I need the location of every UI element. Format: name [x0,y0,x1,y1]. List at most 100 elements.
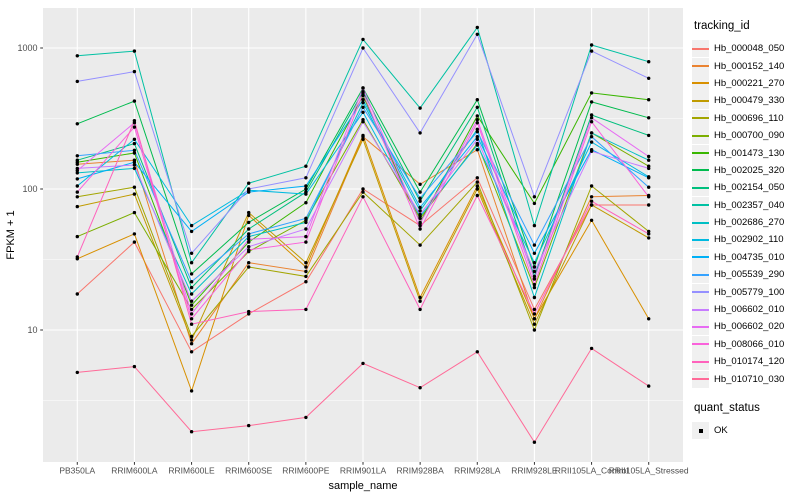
legend-key-swatch [692,353,709,371]
legend-item-Hb_005779_100: Hb_005779_100 [692,283,798,301]
x-axis-title: sample_name [328,480,397,492]
legend-key-line [692,273,709,276]
legend-item-Hb_000048_050: Hb_000048_050 [692,40,798,58]
legend-key-swatch [692,179,709,197]
y-tick-label: 10 [27,325,37,335]
y-axis: 1000 100 10 FPKM + 1 [5,43,43,335]
legend-key-swatch [692,196,709,214]
legend-item-label: Hb_006602_020 [714,321,785,333]
legend-key-swatch [692,57,709,75]
x-tick-label: RRIM928LA [454,466,501,476]
legend-key-line [692,65,709,68]
legend-key-swatch [692,92,709,110]
legend-item-Hb_000221_270: Hb_000221_270 [692,74,798,92]
legend-items-tracking-id: Hb_000048_050 Hb_000152_140 Hb_000221_270 H… [692,40,798,388]
legend-key-line [692,256,709,259]
legend-item-Hb_004735_010: Hb_004735_010 [692,248,798,266]
legend-item-Hb_000700_090: Hb_000700_090 [692,127,798,145]
legend-item-label: Hb_000048_050 [714,43,785,55]
legend-key-line [692,47,709,50]
legend-items-quant-status: OK [692,422,798,439]
legend-key-swatch [692,266,709,284]
legend-key-line [692,221,709,224]
legend-key-line [692,169,709,172]
legend-item-label: Hb_005779_100 [714,286,785,298]
legend-item-label: Hb_010174_120 [714,356,785,368]
y-axis-title: FPKM + 1 [5,210,17,259]
legend-panel: tracking_id Hb_000048_050 Hb_000152_140 Hb… [692,20,798,439]
legend-item-label: Hb_000221_270 [714,77,785,89]
legend-key-swatch [692,335,709,353]
legend-item-label: Hb_008066_010 [714,338,785,350]
data-points [75,25,651,444]
legend-key-line [692,308,709,311]
legend-item-label: Hb_010710_030 [714,373,785,385]
legend-item-Hb_002357_040: Hb_002357_040 [692,196,798,214]
legend-item-label: Hb_002902_110 [714,234,784,246]
legend-key-line [692,378,709,381]
legend-key-line [692,325,709,328]
legend-key-swatch [692,109,709,127]
legend-key-swatch [692,283,709,301]
y-tick-label: 1000 [17,43,37,53]
legend-item-Hb_002025_320: Hb_002025_320 [692,161,798,179]
x-tick-label: RRIM600PE [282,466,330,476]
legend-title-tracking-id: tracking_id [694,20,750,32]
legend-key-line [692,238,709,241]
legend-key-line [692,291,709,294]
legend-item-Hb_010174_120: Hb_010174_120 [692,353,798,371]
legend-key-line [692,204,709,207]
legend-item-Hb_002686_270: Hb_002686_270 [692,214,798,232]
legend-item-Hb_000479_330: Hb_000479_330 [692,92,798,110]
legend-title-quant-status: quant_status [694,401,760,414]
legend-key-swatch [692,40,709,58]
x-tick-label: RRII105LA_Stressed [609,466,689,476]
legend-item-Hb_001473_130: Hb_001473_130 [692,144,798,162]
legend-item-label: Hb_005539_290 [714,269,785,281]
x-tick-label: RRIM928LE [511,466,558,476]
legend-key-swatch [692,74,709,92]
legend-key-swatch [692,144,709,162]
legend-item-Hb_010710_030: Hb_010710_030 [692,370,798,388]
legend-key-swatch [692,231,709,249]
legend-key-swatch [692,214,709,232]
legend-item-label: Hb_000696_110 [714,112,784,124]
legend-item-label: Hb_006602_010 [714,304,785,316]
legend-key-line [692,360,709,363]
legend-key-line [692,186,709,189]
x-tick-label: RRIM600LE [168,466,215,476]
legend-item-label: Hb_002154_050 [714,182,785,194]
legend-key-line [692,134,709,137]
legend-key-swatch [692,370,709,388]
legend-key-line [692,152,709,155]
x-axis: PB350LA RRIM600LA RRIM600LE RRIM600SE RRIM60… [59,462,689,492]
y-tick-label: 100 [22,184,37,194]
x-tick-label: RRIM901LA [340,466,387,476]
legend-item-Hb_000152_140: Hb_000152_140 [692,57,798,75]
legend-item-Hb_006602_010: Hb_006602_010 [692,301,798,319]
legend-item-Hb_002902_110: Hb_002902_110 [692,231,798,249]
x-tick-label: RRIM600SE [225,466,273,476]
x-tick-label: PB350LA [59,466,95,476]
legend-item-Hb_000696_110: Hb_000696_110 [692,109,798,127]
legend-item-Hb_006602_020: Hb_006602_020 [692,318,798,336]
legend-key-line [692,343,709,346]
legend-item-label: Hb_002686_270 [714,217,785,229]
legend-key-swatch [692,318,709,336]
legend-key-swatch [692,301,709,319]
legend-item-label: Hb_002357_040 [714,199,785,211]
legend-key-swatch [692,248,709,266]
legend-item-label: Hb_000152_140 [714,60,785,72]
legend-key-swatch [692,422,709,439]
legend-key-line [692,82,709,85]
plot-panel: 1000 100 10 FPKM + 1 PB350LA RRIM600LA RRIM600… [5,8,689,492]
legend-item-quant-status-OK: OK [692,422,798,439]
legend-item-label: Hb_004735_010 [714,251,785,263]
legend-key-swatch [692,127,709,145]
legend-key-line [692,99,709,102]
legend-key-point [698,428,703,433]
legend-item-label: Hb_000700_090 [714,130,785,142]
legend-item-label: Hb_000479_330 [714,95,785,107]
legend-item-label: Hb_001473_130 [714,147,785,159]
